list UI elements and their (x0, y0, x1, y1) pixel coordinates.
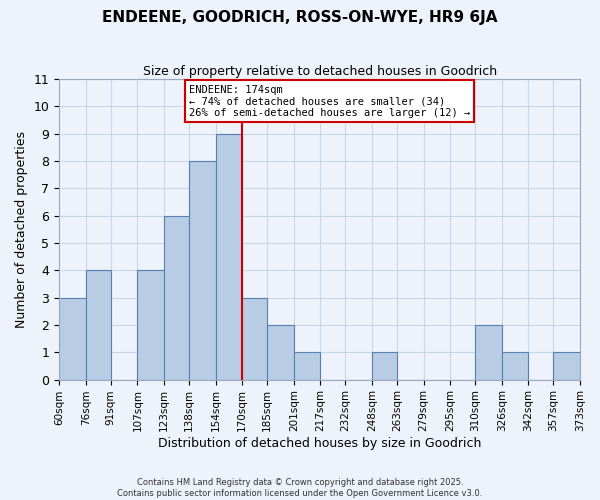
Bar (189, 161, 215, 380)
Bar (294, 352, 320, 380)
Bar (372, 352, 397, 380)
Bar (164, 216, 189, 380)
X-axis label: Distribution of detached houses by size in Goodrich: Distribution of detached houses by size … (158, 437, 481, 450)
Title: Size of property relative to detached houses in Goodrich: Size of property relative to detached ho… (143, 65, 497, 78)
Bar (475, 325, 502, 380)
Bar (59, 298, 86, 380)
Text: ENDEENE: 174sqm
← 74% of detached houses are smaller (34)
26% of semi-detached h: ENDEENE: 174sqm ← 74% of detached houses… (189, 84, 470, 118)
Bar (502, 352, 529, 380)
Text: ENDEENE, GOODRICH, ROSS-ON-WYE, HR9 6JA: ENDEENE, GOODRICH, ROSS-ON-WYE, HR9 6JA (102, 10, 498, 25)
Bar (242, 298, 267, 380)
Bar (86, 270, 111, 380)
Bar (215, 134, 242, 380)
Y-axis label: Number of detached properties: Number of detached properties (15, 131, 28, 328)
Bar (137, 270, 164, 380)
Bar (267, 325, 294, 380)
Text: Contains HM Land Registry data © Crown copyright and database right 2025.
Contai: Contains HM Land Registry data © Crown c… (118, 478, 482, 498)
Bar (553, 352, 580, 380)
